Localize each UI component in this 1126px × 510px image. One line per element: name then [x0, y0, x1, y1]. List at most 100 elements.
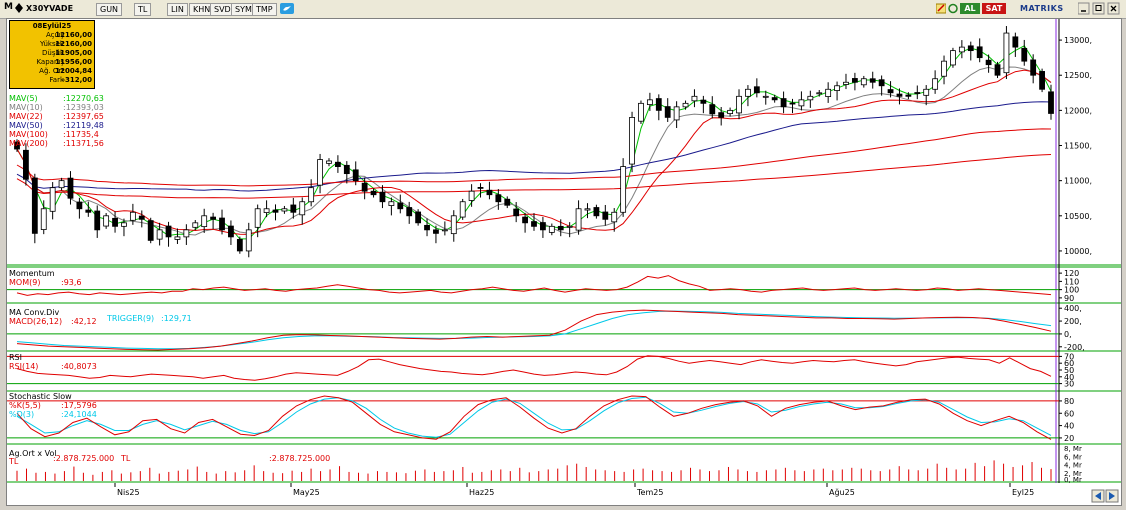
legend-value-4: :11735,4 [63, 130, 99, 139]
candle-body [1048, 91, 1054, 114]
stoch-panel-tick-label-0: 80 [1064, 397, 1074, 406]
candle-body [638, 102, 644, 122]
buy-button[interactable]: AL [960, 3, 980, 14]
candle [343, 161, 350, 184]
candle-body [49, 187, 56, 212]
candle [129, 203, 136, 225]
candle-body [673, 106, 680, 121]
candle [183, 224, 190, 245]
rsi-panel-tick-label-4: 30 [1064, 380, 1074, 389]
ma-line-mav10 [16, 66, 1052, 236]
candle-body [950, 50, 956, 66]
info-row-close: Kapanış 11956,00 [36, 58, 92, 66]
candle [85, 201, 92, 217]
trigger-name: TRIGGER(9) [106, 314, 154, 323]
chart-toolbar: M X30YVADE GUN TL LIN KHN SVD SYM TMP AL… [0, 0, 1126, 19]
candle-body [914, 92, 921, 94]
candle-body [718, 112, 725, 118]
legend-name-4: MAV(100) [9, 130, 48, 139]
symbol-label[interactable]: X30YVADE [26, 4, 74, 13]
x-tick-label-5: Eyl25 [1012, 488, 1034, 497]
matriks-menu-icon[interactable]: M [4, 2, 13, 12]
x-tick-label-1: May25 [293, 488, 320, 497]
candle-body [566, 225, 573, 228]
stoch-d-value: :24,1044 [61, 410, 97, 419]
candle-body [851, 78, 858, 83]
sell-button[interactable]: SAT [982, 3, 1006, 14]
candle-body [441, 229, 448, 232]
candle-body [905, 94, 912, 97]
candle [468, 184, 475, 207]
candle [361, 177, 368, 200]
candle-body [174, 236, 181, 240]
candle-body [40, 208, 47, 230]
candle-body [370, 190, 377, 196]
candle-body [183, 229, 190, 238]
candle [263, 200, 270, 218]
candle [272, 204, 279, 221]
candle-body [201, 215, 208, 228]
candle [23, 143, 29, 186]
scale-button[interactable]: LIN [167, 3, 188, 16]
candle [1003, 26, 1010, 80]
stoch-d-name: %D(3) [9, 410, 34, 419]
panel-title: RSI [9, 353, 22, 362]
candle-body [281, 208, 288, 212]
candle-body [789, 102, 796, 105]
candle-body [1030, 59, 1037, 76]
tmp-button[interactable]: TMP [252, 3, 277, 16]
vol-value-1: :2.878.725.000 [269, 454, 330, 463]
edit-icon[interactable] [935, 3, 947, 14]
candle-body [424, 224, 430, 231]
candle [1048, 84, 1054, 120]
panel-title: Stochastic Slow [9, 392, 72, 401]
candle [433, 225, 439, 244]
candle [379, 185, 386, 209]
candle [611, 208, 618, 232]
candle [575, 200, 582, 235]
chart-area[interactable]: 13000, 12500, 12000, 11500, 11000, 10500, 1000… [6, 18, 1122, 506]
candle-body [299, 201, 306, 216]
candle-body [531, 221, 537, 227]
candle-body [129, 211, 136, 221]
candle [540, 216, 546, 238]
window-controls [1077, 2, 1122, 15]
candle [914, 85, 921, 100]
candle [76, 197, 83, 219]
macd-panel: 400, 200, 0, -200, MA Conv.DivMACD(26,12):42… [7, 304, 1085, 352]
candle [201, 208, 208, 233]
stoch-panel-tick-label-2: 40 [1064, 422, 1074, 431]
expand-icon[interactable] [14, 2, 24, 13]
candle [691, 89, 698, 108]
candle [932, 70, 939, 94]
panel-series-value-0: :40,8073 [61, 362, 97, 371]
candle [620, 158, 627, 217]
candle-body [941, 60, 947, 77]
candle [745, 85, 751, 107]
candle [789, 98, 796, 114]
rsi-panel-tick-label-1: 60 [1064, 359, 1074, 368]
time-axis: Nis25 May25 Haz25 Tem25 Ağu25 Eyl25 [114, 483, 1034, 497]
candle [174, 228, 181, 244]
vol-tick-label-2: 4, Mr [1064, 462, 1082, 470]
panel-title: Ag.Ort x Vol [9, 449, 57, 458]
candle-body [397, 202, 404, 210]
candle [638, 100, 644, 125]
mom-panel-tick-label-2: 100 [1064, 286, 1079, 295]
period-button[interactable]: GUN [96, 3, 123, 16]
candle [584, 203, 591, 219]
refresh-icon[interactable] [948, 3, 958, 14]
candle [450, 210, 457, 242]
x-tick-label-3: Tem25 [636, 488, 663, 497]
candle-body [682, 102, 689, 108]
candle [771, 94, 778, 103]
candle [646, 92, 653, 111]
candle [522, 212, 528, 233]
currency-button[interactable]: TL [134, 3, 152, 16]
twitter-icon[interactable] [280, 3, 294, 14]
candle-body [834, 85, 840, 91]
candle [103, 212, 110, 229]
ohlc-info-box: 08Eylül25 Açılış 12160,00 Yüksek 12160,0… [9, 20, 95, 89]
candle [14, 139, 20, 152]
maximize-icon [1092, 2, 1105, 15]
